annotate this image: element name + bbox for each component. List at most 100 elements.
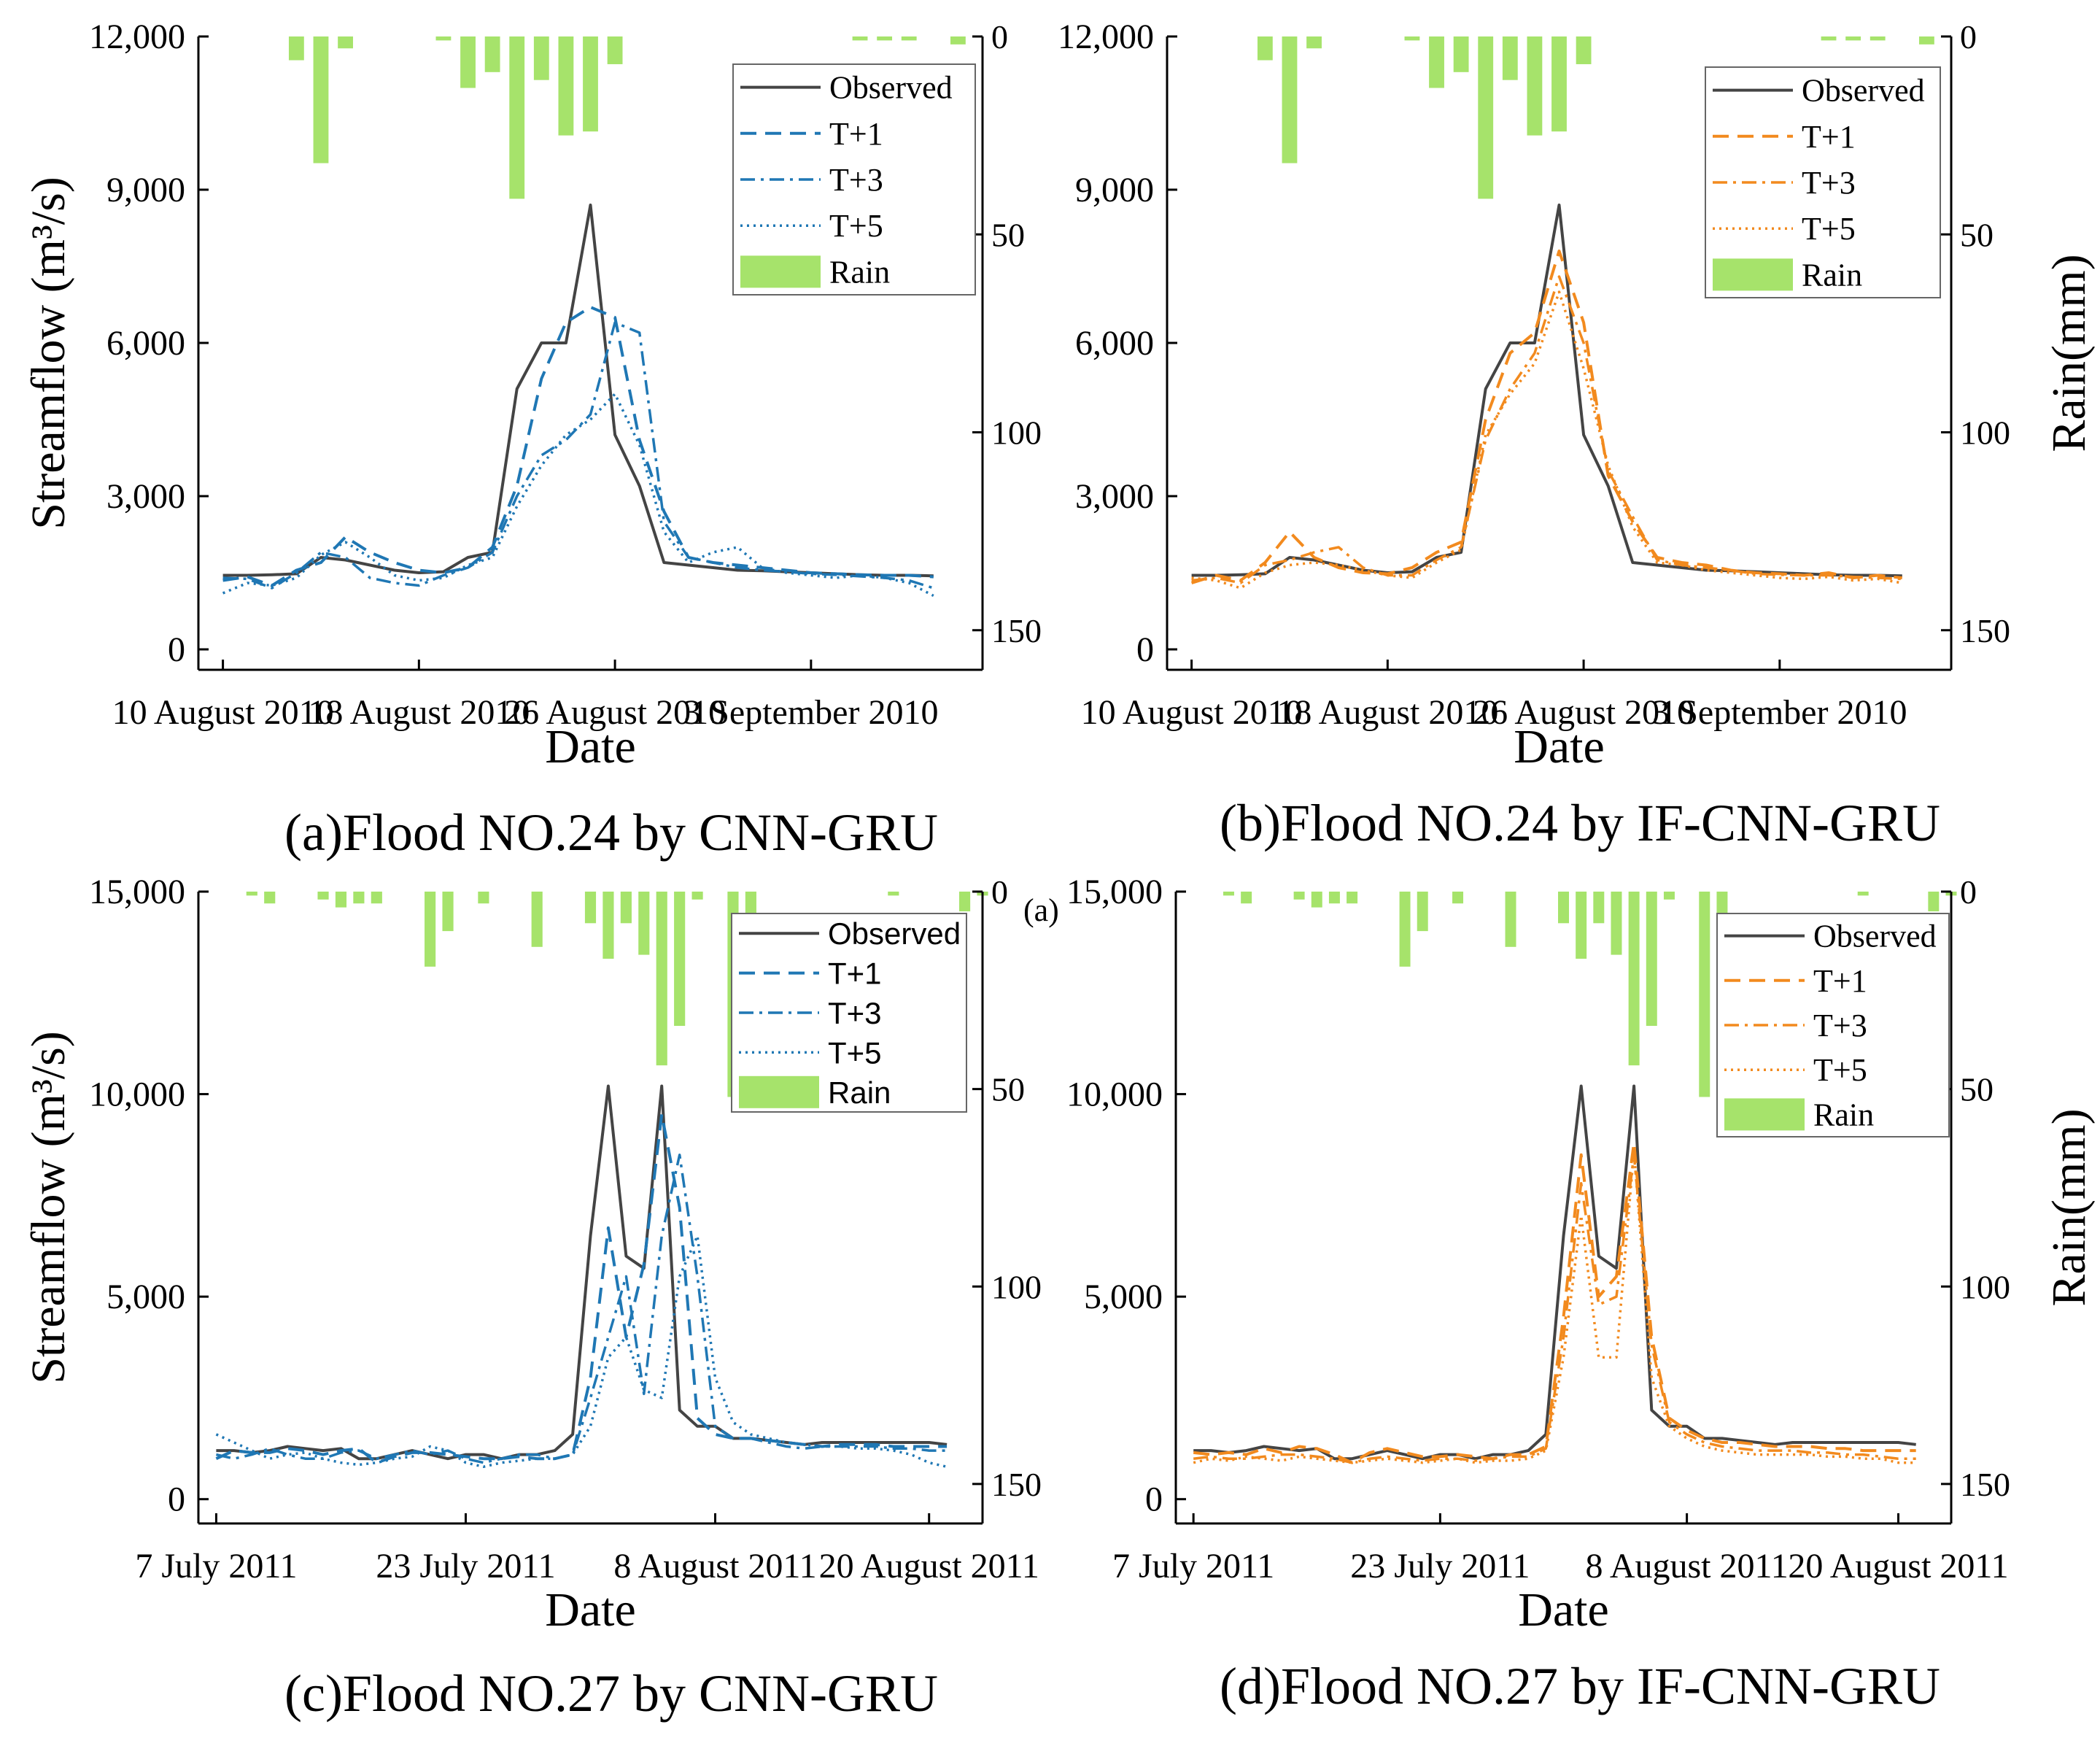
rain-bar xyxy=(531,892,543,947)
panel-a: 0 3,000 6,000 9,000 12,000 0 50 100 150 10 August… xyxy=(22,18,1042,862)
rain-bar xyxy=(1646,892,1657,1027)
rain-bar xyxy=(1593,892,1605,924)
rain-bar xyxy=(371,892,382,904)
rain-bar xyxy=(1845,36,1861,41)
rain-tick-label: 50 xyxy=(991,1071,1025,1108)
series-line-tplus3 xyxy=(216,1154,948,1464)
rain-bar xyxy=(288,36,304,61)
rain-bar xyxy=(1293,892,1305,900)
legend-label: T+1 xyxy=(1802,119,1856,155)
rain-bar xyxy=(607,36,623,64)
rain-bar xyxy=(353,892,365,904)
legend-label: Rain xyxy=(829,254,890,290)
x-axis-title: Date xyxy=(1518,1583,1609,1637)
rain-bar xyxy=(1857,892,1869,896)
legend-label: T+1 xyxy=(828,957,882,991)
rain-tick-label: 0 xyxy=(991,873,1008,911)
panel-b: 0 3,000 6,000 9,000 12,000 0 50 100 150 10 August… xyxy=(1058,18,2096,852)
y-tick-label: 3,000 xyxy=(106,477,185,516)
rain-bar xyxy=(1502,36,1518,80)
series-line-tplus3 xyxy=(222,321,934,590)
legend: Observed T+1 T+3 T+5 Rain xyxy=(1705,66,1941,298)
rain-tick-label: 100 xyxy=(991,414,1042,452)
rain-bar xyxy=(656,892,667,1066)
rain-bar xyxy=(442,892,454,932)
rain-bar xyxy=(1223,892,1234,896)
rain-tick-label: 0 xyxy=(1960,873,1977,911)
stray-label: (a) xyxy=(1023,892,1059,928)
legend-label: Rain xyxy=(1813,1097,1874,1132)
rain-bar xyxy=(478,892,489,904)
rain-bar xyxy=(852,36,868,41)
rain-bar xyxy=(877,36,893,41)
x-tick-label: 8 August 2011 xyxy=(1585,1547,1788,1585)
legend-label: Observed xyxy=(828,916,961,951)
y-tick-label: 9,000 xyxy=(106,171,185,209)
legend-label: Observed xyxy=(1813,919,1937,954)
legend-label: T+1 xyxy=(829,116,883,152)
y-tick-label: 6,000 xyxy=(106,324,185,363)
rain-bar xyxy=(1870,36,1886,41)
rain-bar xyxy=(317,892,329,900)
x-tick-label: 3 September 2010 xyxy=(1652,693,1907,732)
rain-bar xyxy=(1505,892,1516,947)
y-tick-label: 15,000 xyxy=(1066,873,1163,911)
rain-bar xyxy=(1918,36,1934,45)
y-tick-label: 0 xyxy=(168,630,185,669)
rain-axis-title: Rain(mm) xyxy=(2042,254,2096,452)
panel-caption: (b)Flood NO.24 by IF-CNN-GRU xyxy=(1220,794,1940,852)
series-line-tplus3 xyxy=(1191,275,1902,584)
rain-bar xyxy=(1699,892,1710,1097)
rain-bar xyxy=(1347,892,1358,904)
x-tick-label: 20 August 2011 xyxy=(819,1547,1039,1585)
rain-bar xyxy=(484,36,500,72)
rain-bar xyxy=(1241,892,1252,904)
rain-bar xyxy=(460,36,476,88)
series-line-observed xyxy=(216,1084,948,1461)
x-tick-label: 26 August 2010 xyxy=(1473,693,1694,732)
rain-bar xyxy=(558,36,574,136)
rain-bar xyxy=(1628,892,1640,1066)
rain-bars xyxy=(288,36,966,199)
panel-d: 0 5,000 10,000 15,000 0 50 100 150 7 July 2011 23… xyxy=(1066,873,2096,1715)
rain-bar xyxy=(1928,892,1940,912)
rain-bar xyxy=(1821,36,1837,41)
legend-label: Rain xyxy=(1802,257,1862,293)
rain-bar xyxy=(1452,892,1464,904)
rain-bar xyxy=(1478,36,1494,199)
series-line-tplus5 xyxy=(1193,1149,1916,1464)
legend-label: T+3 xyxy=(1813,1008,1867,1043)
rain-bar xyxy=(1611,892,1622,955)
legend-label: T+5 xyxy=(828,1035,882,1070)
rain-tick-label: 150 xyxy=(1960,612,2010,649)
rain-bars xyxy=(1223,892,1957,1097)
rain-bar xyxy=(1576,36,1592,64)
rain-tick-label: 0 xyxy=(991,18,1008,55)
y-tick-label: 6,000 xyxy=(1075,324,1154,363)
panel-caption: (c)Flood NO.27 by CNN-GRU xyxy=(284,1664,938,1723)
rain-bar xyxy=(583,36,598,132)
x-tick-label: 26 August 2010 xyxy=(504,693,726,732)
series-line-tplus1 xyxy=(1191,250,1903,584)
rain-bars xyxy=(1257,36,1934,199)
series-line-tplus3 xyxy=(1193,1154,1916,1464)
rain-bar xyxy=(509,36,525,199)
rain-bar xyxy=(425,892,436,967)
rain-bar xyxy=(313,36,329,163)
rain-bar xyxy=(888,892,899,896)
rain-bar xyxy=(1311,892,1322,908)
rain-tick-label: 100 xyxy=(1960,414,2010,452)
rain-bar xyxy=(1576,892,1587,959)
rain-tick-label: 150 xyxy=(991,612,1042,649)
rain-bar xyxy=(1404,36,1420,41)
legend-swatch-rain xyxy=(1713,258,1793,291)
rain-bar xyxy=(533,36,549,80)
y-tick-label: 9,000 xyxy=(1075,171,1154,209)
rain-axis-title: Rain(mm) xyxy=(2042,1108,2096,1306)
legend: Observed T+1 T+3 T+5 Rain xyxy=(731,913,967,1113)
panel-caption: (a)Flood NO.24 by CNN-GRU xyxy=(284,803,938,862)
x-tick-label: 23 July 2011 xyxy=(1350,1547,1530,1585)
legend: Observed T+1 T+3 T+5 Rain xyxy=(1716,913,1950,1137)
x-tick-label: 20 August 2011 xyxy=(1788,1547,2008,1585)
x-tick-label: 3 September 2010 xyxy=(683,693,938,732)
